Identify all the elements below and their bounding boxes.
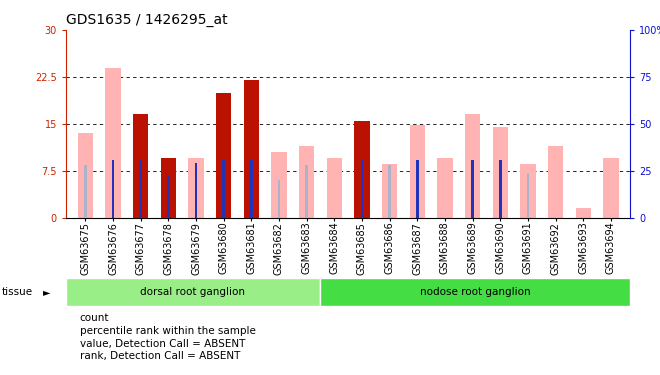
Bar [416,160,418,164]
Bar [222,161,225,218]
Bar [222,160,225,164]
Bar [306,165,308,218]
Bar [216,93,231,218]
Bar [188,158,204,218]
Bar [78,133,93,218]
Bar [576,208,591,218]
Text: GDS1635 / 1426295_at: GDS1635 / 1426295_at [66,13,228,27]
Bar [388,165,391,218]
Bar [360,160,364,164]
Bar [139,161,142,218]
Bar [354,121,370,218]
Text: dorsal root ganglion: dorsal root ganglion [141,286,246,297]
Bar [499,160,502,164]
Bar [354,152,370,217]
Bar [438,158,453,218]
Bar [216,155,231,218]
Text: nodose root ganglion: nodose root ganglion [420,286,531,297]
Bar [106,68,121,218]
Bar [410,125,425,217]
Bar [299,146,314,218]
Bar [244,149,259,217]
Bar [195,165,197,218]
Bar [499,161,502,218]
Bar [139,160,142,164]
Bar [471,161,474,218]
Bar [527,174,529,217]
Bar [278,180,280,218]
Bar [320,278,630,306]
Bar [250,160,253,164]
Bar [167,176,170,218]
Bar [520,164,535,218]
Bar [161,158,176,218]
Bar [195,171,197,217]
Text: tissue: tissue [1,287,32,297]
Bar [416,161,418,218]
Bar [250,161,253,218]
Text: value, Detection Call = ABSENT: value, Detection Call = ABSENT [80,339,246,349]
Bar [603,158,618,218]
Bar [112,165,114,218]
Bar [133,114,149,218]
Bar [465,114,480,218]
Bar [492,127,508,218]
Bar [112,160,114,164]
Bar [360,161,364,218]
Bar [195,164,197,168]
Bar [167,175,170,179]
Bar [112,161,114,218]
Bar [271,152,286,217]
Text: ►: ► [43,287,50,297]
Bar [244,80,259,218]
Bar [133,114,149,218]
Bar [471,160,474,164]
Bar [161,158,176,218]
Text: percentile rank within the sample: percentile rank within the sample [80,326,255,336]
Bar [84,165,86,218]
Bar [66,278,320,306]
Text: count: count [80,313,110,323]
Text: rank, Detection Call = ABSENT: rank, Detection Call = ABSENT [80,351,240,361]
Bar [327,158,342,218]
Bar [382,164,397,218]
Bar [548,146,563,218]
